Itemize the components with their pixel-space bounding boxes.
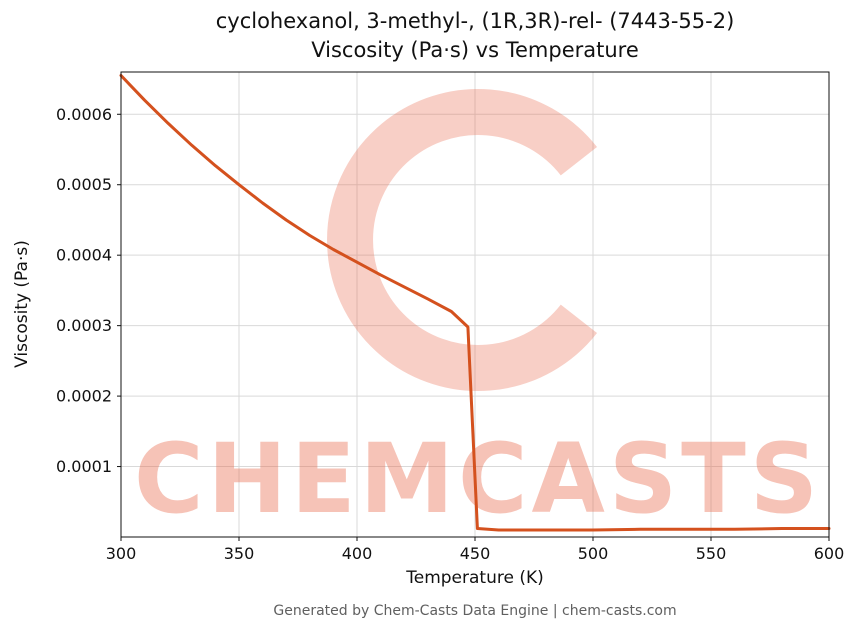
y-tick-label: 0.0002 — [56, 387, 112, 406]
y-tick-label: 0.0004 — [56, 246, 112, 265]
y-tick-label: 0.0005 — [56, 175, 112, 194]
x-tick-label: 500 — [578, 544, 609, 563]
y-tick-label: 0.0003 — [56, 316, 112, 335]
x-tick-label: 450 — [460, 544, 491, 563]
x-tick-label: 550 — [696, 544, 727, 563]
viscosity-line — [119, 74, 831, 532]
chart-title: cyclohexanol, 3-methyl-, (1R,3R)-rel- (7… — [215, 9, 735, 33]
watermark-logo-icon — [327, 89, 597, 391]
x-tick-label: 300 — [106, 544, 137, 563]
tick-labels: 300 350 400 450 500 550 600 0.0001 0.0002 0.0003 0… — [56, 105, 844, 563]
y-tick-label: 0.0006 — [56, 105, 112, 124]
x-tick-label: 350 — [224, 544, 255, 563]
y-tick-label: 0.0001 — [56, 457, 112, 476]
x-axis-label: Temperature (K) — [406, 568, 544, 588]
chart-subtitle: Viscosity (Pa·s) vs Temperature — [311, 38, 639, 62]
tick-marks — [117, 113, 830, 541]
watermark: CHEMCASTS — [134, 89, 818, 535]
x-tick-label: 400 — [342, 544, 373, 563]
footer-credit: Generated by Chem-Casts Data Engine | ch… — [273, 603, 677, 619]
y-axis-label: Viscosity (Pa·s) — [12, 240, 32, 368]
x-tick-label: 600 — [814, 544, 845, 563]
